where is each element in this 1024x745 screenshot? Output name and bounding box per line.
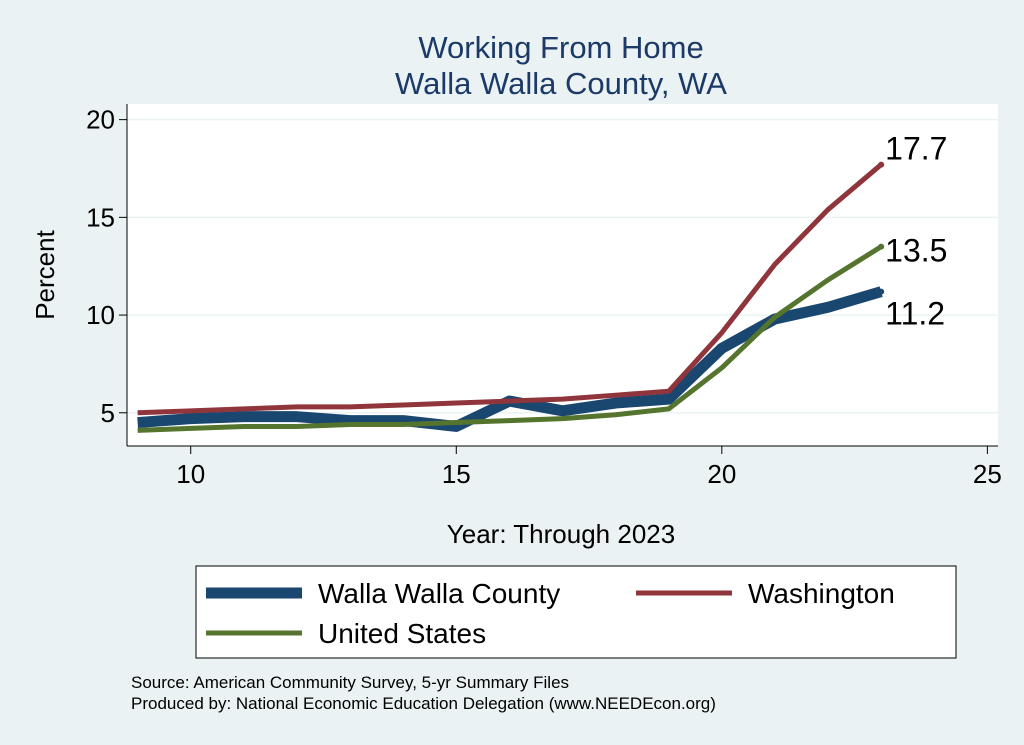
- end-value-label: 11.2: [885, 296, 945, 332]
- legend-label: United States: [318, 618, 486, 649]
- end-labels: 11.2 17.7 13.5: [885, 131, 947, 332]
- legend-label: Washington: [748, 578, 895, 609]
- series-end-point-0: [878, 288, 885, 295]
- x-tick-label: 15: [442, 459, 471, 489]
- axes: 5 10 15 20 10 15 20 25: [86, 104, 1002, 489]
- end-value-label: 13.5: [885, 233, 947, 269]
- x-tick-label: 10: [176, 459, 205, 489]
- chart-title: Working From Home: [418, 30, 703, 65]
- series-line-1: [137, 162, 883, 416]
- legend-label: Walla Walla County: [318, 578, 560, 609]
- end-value-label: 17.7: [885, 131, 947, 167]
- legend: Walla Walla County Washington United State…: [206, 578, 895, 649]
- y-tick-label: 15: [86, 202, 115, 232]
- y-tick-label: 5: [101, 398, 115, 428]
- producer-note: Produced by: National Economic Education…: [131, 694, 716, 713]
- y-axis-label: Percent: [30, 229, 60, 319]
- series-lines: [137, 161, 885, 433]
- plot-area: [127, 104, 998, 446]
- source-note: Source: American Community Survey, 5-yr …: [131, 673, 569, 692]
- series-line-2: [137, 244, 883, 433]
- chart-subtitle: Walla Walla County, WA: [395, 66, 727, 101]
- x-axis-label: Year: Through 2023: [447, 519, 675, 549]
- legend-box: [195, 565, 957, 659]
- y-tick-label: 10: [86, 300, 115, 330]
- series-end-point-2: [878, 243, 885, 250]
- y-tick-label: 20: [86, 105, 115, 135]
- x-tick-label: 25: [973, 459, 1002, 489]
- series-end-point-1: [878, 161, 885, 168]
- x-tick-label: 20: [707, 459, 736, 489]
